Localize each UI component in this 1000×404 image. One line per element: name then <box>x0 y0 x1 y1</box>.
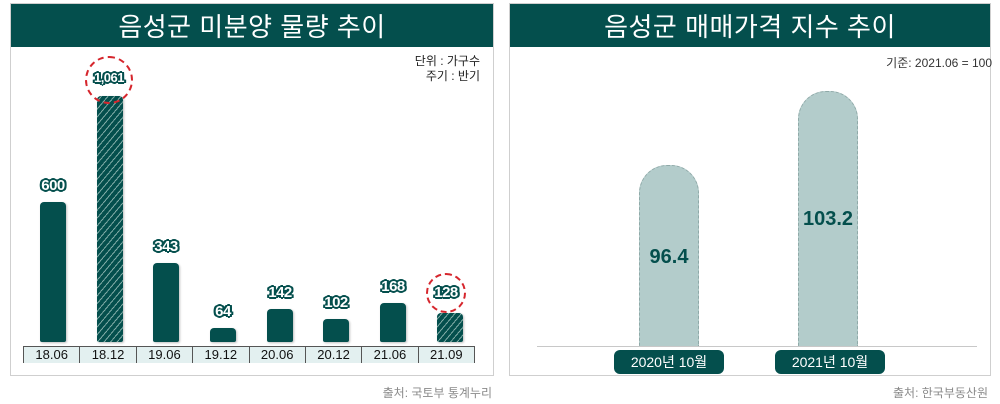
x-label: 18.06 <box>23 347 80 363</box>
x-label: 19.06 <box>135 347 193 363</box>
bar-20-12 <box>323 319 349 342</box>
period-note: 주기 : 반기 <box>425 69 480 83</box>
value-label-19-12: 64 <box>215 303 231 320</box>
category-label-2020-10: 2020년 10월 <box>614 350 724 374</box>
value-label-20-12: 102 <box>324 294 348 311</box>
value-label-19-06: 343 <box>154 238 178 255</box>
x-label: 20.06 <box>248 347 305 363</box>
value-label-20-06: 142 <box>268 284 292 301</box>
value-label-21-06: 168 <box>381 278 405 295</box>
bar-19-12 <box>210 328 236 342</box>
unsold-chart-source: 출처: 국토부 통계누리 <box>382 386 492 400</box>
x-label: 21.06 <box>361 347 418 363</box>
bar-18-12 <box>97 96 123 342</box>
value-label-2021-10: 103.2 <box>802 208 854 230</box>
unsold-chart-notes: 단위 : 가구수 주기 : 반기 <box>415 54 480 84</box>
x-label: 19.12 <box>192 347 249 363</box>
unsold-chart-title: 음성군 미분양 물량 추이 <box>11 4 493 47</box>
bar-21-06 <box>380 303 406 342</box>
highlight-circle-21-09 <box>426 273 466 313</box>
bar-20-06 <box>267 309 293 342</box>
base-note: 기준: 2021.06 = 100 <box>886 56 992 70</box>
price-chart-source: 출처: 한국부동산원 <box>893 386 988 400</box>
x-label: 18.12 <box>79 347 136 363</box>
value-label-18-12: 1,061 <box>93 70 125 85</box>
price-chart-title: 음성군 매매가격 지수 추이 <box>510 4 990 47</box>
value-label-21-09: 128 <box>434 284 458 301</box>
highlight-circle-18-12 <box>85 56 133 104</box>
bar-19-06 <box>153 263 179 342</box>
bar-2021-10 <box>798 91 858 346</box>
value-label-18-06: 600 <box>41 177 65 194</box>
bar-18-06 <box>40 202 66 342</box>
category-label-2021-10: 2021년 10월 <box>775 350 885 374</box>
bar-21-09 <box>437 313 463 342</box>
x-label: 20.12 <box>304 347 362 363</box>
value-label-2020-10: 96.4 <box>649 246 689 268</box>
bar-2020-10 <box>639 165 699 346</box>
price-index-panel: 음성군 매매가격 지수 추이 <box>509 3 991 376</box>
x-axis-labels: 18.06 18.12 19.06 19.12 20.06 20.12 21.0… <box>23 346 475 363</box>
x-label: 21.09 <box>417 347 475 363</box>
unit-note: 단위 : 가구수 <box>414 54 480 68</box>
price-chart-baseline <box>537 346 977 347</box>
